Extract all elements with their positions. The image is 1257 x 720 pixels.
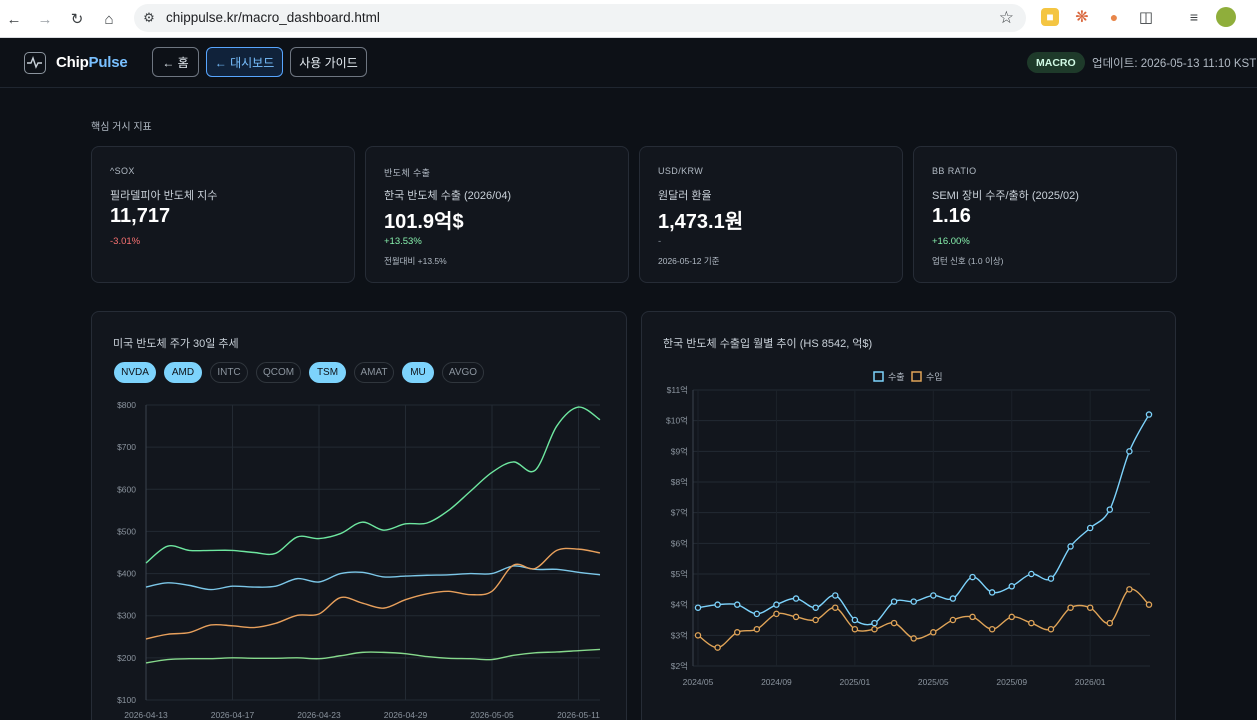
profile-avatar[interactable] xyxy=(1216,7,1236,27)
kpi-note: 전월대비 +13.5% xyxy=(384,256,447,266)
section-title: 핵심 거시 지표 xyxy=(91,122,152,133)
ticker-chip-intc[interactable]: INTC xyxy=(210,362,248,383)
ticker-chip-avgo[interactable]: AVGO xyxy=(442,362,484,383)
ticker-chip-amd[interactable]: AMD xyxy=(164,362,202,383)
browser-toolbar: ← → ↻ ⌂ ⚙ chippulse.kr/macro_dashboard.h… xyxy=(0,0,1257,38)
macro-badge: MACRO xyxy=(1027,52,1085,73)
kpi-code: BB RATIO xyxy=(932,166,977,176)
extension-flame-icon[interactable]: ● xyxy=(1109,9,1119,25)
kpi-name: SEMI 장비 수주/출하 (2025/02) xyxy=(932,190,1079,202)
app-header: ChipPulse ← 홈 ← 대시보드 사용 가이드 MACRO 업데이트: … xyxy=(0,38,1257,88)
kpi-value: 1,473.1원 xyxy=(658,211,744,233)
kpi-name: 원달러 환율 xyxy=(658,190,712,202)
kpi-value: 101.9억$ xyxy=(384,211,464,233)
extension-sparkle-icon[interactable]: ❋ xyxy=(1075,9,1089,26)
kpi-change: - xyxy=(658,236,662,247)
chart-title: 한국 반도체 수출입 월별 추이 (HS 8542, 억$) xyxy=(663,338,873,350)
trade-trend-panel: 한국 반도체 수출입 월별 추이 (HS 8542, 억$) xyxy=(641,311,1176,720)
extension-note-icon[interactable]: ■ xyxy=(1041,8,1059,26)
kpi-note: 업턴 신호 (1.0 이상) xyxy=(932,256,1004,266)
kpi-code: ^SOX xyxy=(110,166,135,176)
kpi-card-export: 반도체 수출 한국 반도체 수출 (2026/04) 101.9억$ +13.5… xyxy=(365,146,629,283)
kpi-code: 반도체 수출 xyxy=(384,168,431,178)
reading-list-icon[interactable]: ≡ xyxy=(1189,9,1199,25)
kpi-note: 2026-05-12 기준 xyxy=(658,256,720,266)
ticker-chip-amat[interactable]: AMAT xyxy=(354,362,394,383)
kpi-change: +13.53% xyxy=(384,236,422,247)
kpi-card-sox: ^SOX 필라델피아 반도체 지수 11,717 -3.01% xyxy=(91,146,355,283)
kpi-name: 한국 반도체 수출 (2026/04) xyxy=(384,190,512,202)
home-icon[interactable]: ⌂ xyxy=(104,10,114,28)
ticker-chip-nvda[interactable]: NVDA xyxy=(114,362,156,383)
chart-title: 미국 반도체 주가 30일 추세 xyxy=(113,338,239,350)
ticker-chip-qcom[interactable]: QCOM xyxy=(256,362,301,383)
pulse-logo-icon xyxy=(24,52,46,74)
kpi-change: -3.01% xyxy=(110,236,141,247)
kpi-name: 필라델피아 반도체 지수 xyxy=(110,190,218,202)
forward-icon[interactable]: → xyxy=(37,10,53,28)
kpi-card-bb-ratio: BB RATIO SEMI 장비 수주/출하 (2025/02) 1.16 +1… xyxy=(913,146,1177,283)
dashboard-button[interactable]: ← 대시보드 xyxy=(206,47,283,77)
kpi-code: USD/KRW xyxy=(658,166,704,176)
updated-timestamp: 업데이트: 2026-05-13 11:10 KST xyxy=(1092,58,1257,70)
url-text[interactable]: chippulse.kr/macro_dashboard.html xyxy=(166,10,380,25)
kpi-card-usdkrw: USD/KRW 원달러 환율 1,473.1원 - 2026-05-12 기준 xyxy=(639,146,903,283)
kpi-value: 11,717 xyxy=(110,205,171,227)
ticker-chip-tsm[interactable]: TSM xyxy=(309,362,346,383)
bookmark-star-icon[interactable]: ☆ xyxy=(998,8,1014,27)
reload-icon[interactable]: ↻ xyxy=(70,11,84,28)
address-bar[interactable]: ⚙ chippulse.kr/macro_dashboard.html ☆ xyxy=(134,4,1026,32)
kpi-change: +16.00% xyxy=(932,236,970,247)
home-button[interactable]: ← 홈 xyxy=(152,47,199,77)
site-info-icon[interactable]: ⚙ xyxy=(143,10,155,25)
guide-button[interactable]: 사용 가이드 xyxy=(290,47,367,77)
extensions-puzzle-icon[interactable]: ◫ xyxy=(1138,9,1154,26)
kpi-value: 1.16 xyxy=(932,205,971,227)
ticker-chip-mu[interactable]: MU xyxy=(402,362,434,383)
back-icon[interactable]: ← xyxy=(6,10,22,28)
brand-name[interactable]: ChipPulse xyxy=(56,54,128,71)
